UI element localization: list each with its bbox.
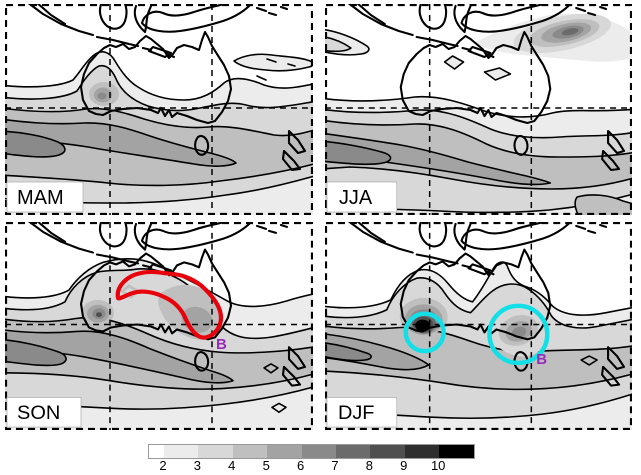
panel-mam-map: MAM	[5, 4, 313, 215]
solomon-sea-light-band	[233, 53, 313, 72]
colorbar-tick-label: 6	[296, 458, 305, 473]
northern-territory-patch	[483, 67, 512, 81]
season-label-box: DJF	[326, 397, 398, 428]
central-australia-blob	[158, 284, 224, 340]
new-guinea-maximum-rings	[474, 13, 632, 62]
colorbar-tick-label: 10	[430, 458, 446, 473]
panel-son-map: B SON	[5, 222, 313, 430]
colorbar-tick-label: 2	[159, 458, 167, 473]
colorbar-segment	[232, 445, 268, 458]
colorbar-segment	[267, 445, 302, 458]
colorbar-segment	[164, 445, 199, 458]
season-label: SON	[17, 402, 60, 424]
small-feature	[271, 402, 287, 414]
colorbar-segment	[370, 445, 405, 458]
season-label-box: SON	[6, 397, 82, 428]
b-marker: B	[536, 352, 547, 368]
colorbar-segment	[301, 445, 336, 458]
colorbar-tick-label: 3	[193, 458, 202, 473]
colorbar	[148, 444, 475, 459]
bottom-right-band	[574, 194, 632, 215]
panel-son: B SON	[5, 222, 313, 430]
season-label-box: JJA	[326, 181, 398, 213]
colorbar-tick-label: 5	[262, 458, 270, 473]
season-label-box: MAM	[6, 181, 84, 213]
northern-territory-patch	[443, 55, 465, 70]
west-australia-maximum-rings	[89, 82, 119, 106]
b-marker: B	[216, 337, 227, 353]
colorbar-tick-label: 7	[331, 458, 339, 473]
colorbar-tick-label: 8	[365, 458, 374, 473]
colorbar-segment	[335, 445, 371, 458]
panel-jja-map: JJA	[325, 4, 632, 215]
colorbar-segment	[198, 445, 233, 458]
colorbar-segment	[439, 445, 474, 458]
panel-mam: MAM	[5, 4, 313, 215]
season-label: DJF	[338, 402, 375, 424]
panel-jja: JJA	[325, 4, 632, 215]
storm-track-contour-bands	[325, 13, 632, 215]
panel-djf-map: B DJF	[325, 222, 632, 430]
colorbar-tick-label: 4	[228, 458, 236, 473]
cyan-highlight-circle-east	[487, 303, 550, 366]
west-australia-maximum-rings	[82, 299, 114, 326]
colorbar-tick-label: 9	[400, 458, 408, 473]
small-island-marks	[256, 58, 296, 81]
colorbar-segment	[149, 445, 164, 458]
season-label: MAM	[17, 187, 64, 209]
season-label: JJA	[339, 187, 373, 209]
small-feature	[263, 363, 279, 374]
red-highlight-contour	[115, 269, 224, 340]
cyan-highlight-circle-west	[403, 311, 446, 354]
colorbar-segment	[404, 445, 440, 458]
small-feature	[580, 355, 598, 366]
panel-djf: B DJF	[325, 222, 632, 430]
northern-territory-patch	[120, 284, 140, 299]
